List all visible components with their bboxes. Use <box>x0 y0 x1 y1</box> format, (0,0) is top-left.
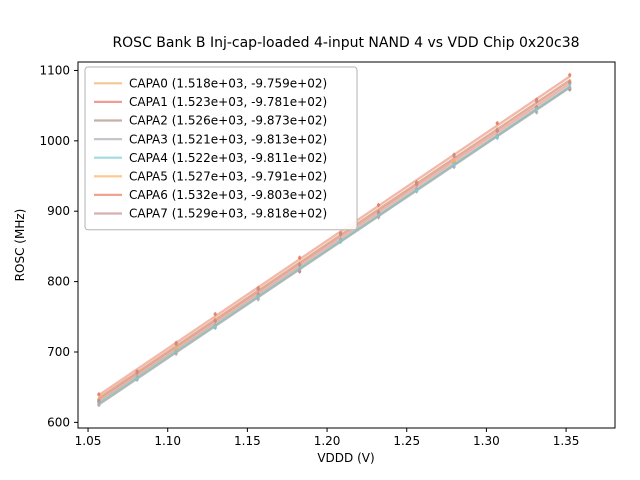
data-point-CAPA4 <box>415 189 419 193</box>
legend-label-CAPA4: CAPA4 (1.522e+03, -9.811e+02) <box>129 151 327 165</box>
data-point-CAPA5 <box>452 159 456 163</box>
data-point-CAPA4 <box>339 239 343 243</box>
x-tick-label: 1.30 <box>473 434 500 448</box>
data-point-CAPA3 <box>376 215 381 219</box>
x-axis-label: VDDD (V) <box>317 451 374 465</box>
y-tick-label: 700 <box>47 345 70 359</box>
data-point-CAPA3 <box>256 297 260 301</box>
data-point-CAPA7 <box>256 287 260 291</box>
data-point-CAPA7 <box>495 128 499 132</box>
data-point-CAPA4 <box>135 377 139 381</box>
x-tick-label: 1.25 <box>393 434 420 448</box>
data-point-CAPA4 <box>495 136 499 140</box>
data-point-CAPA7 <box>97 399 101 403</box>
y-tick-label: 600 <box>47 415 70 429</box>
data-point-CAPA7 <box>174 342 178 346</box>
data-point-CAPA3 <box>298 267 302 271</box>
x-tick-label: 1.05 <box>75 434 102 448</box>
fit-line-CAPA7 <box>97 79 571 400</box>
y-tick-label: 900 <box>47 204 70 218</box>
data-point-CAPA3 <box>535 110 539 114</box>
data-point-CAPA4 <box>174 348 178 352</box>
legend-box <box>84 66 358 231</box>
y-axis-label: ROSC (MHz) <box>13 209 27 282</box>
data-point-CAPA3 <box>97 403 101 407</box>
data-point-CAPA6 <box>495 121 499 125</box>
data-point-CAPA3 <box>568 86 572 90</box>
y-tick-label: 1000 <box>39 134 70 148</box>
legend-label-CAPA6: CAPA6 (1.532e+03, -9.803e+02) <box>129 188 327 202</box>
data-point-CAPA6 <box>97 392 101 396</box>
legend: CAPA0 (1.518e+03, -9.759e+02) CAPA1 (1.52… <box>84 66 358 231</box>
data-point-CAPA7 <box>298 262 302 266</box>
data-point-CAPA7 <box>376 210 381 214</box>
data-point-CAPA6 <box>568 73 572 77</box>
data-point-CAPA7 <box>213 319 217 323</box>
legend-label-CAPA2: CAPA2 (1.526e+03, -9.873e+02) <box>129 114 327 128</box>
x-tick-label: 1.10 <box>154 434 181 448</box>
data-point-CAPA7 <box>452 154 456 158</box>
legend-label-CAPA1: CAPA1 (1.523e+03, -9.781e+02) <box>129 95 327 109</box>
legend-label-CAPA3: CAPA3 (1.521e+03, -9.813e+02) <box>129 132 327 146</box>
data-point-CAPA7 <box>568 80 572 84</box>
data-point-CAPA4 <box>568 82 572 86</box>
data-point-CAPA6 <box>213 312 217 316</box>
data-point-CAPA6 <box>298 256 302 260</box>
data-point-CAPA4 <box>213 325 217 329</box>
x-tick-label: 1.20 <box>314 434 341 448</box>
data-point-CAPA4 <box>452 161 456 166</box>
plot-area: 1.05 1.10 1.15 1.20 1.25 1.30 1.35 600 700 800 900… <box>39 61 616 448</box>
y-tick-label: 1100 <box>39 63 70 77</box>
y-tick-label: 800 <box>47 275 70 289</box>
data-point-CAPA3 <box>452 165 456 169</box>
data-point-CAPA3 <box>174 352 178 356</box>
x-tick-label: 1.35 <box>553 434 580 448</box>
chart-title: ROSC Bank B Inj-cap-loaded 4-input NAND … <box>112 35 579 51</box>
data-point-CAPA6 <box>376 203 381 207</box>
x-tick-label: 1.15 <box>234 434 261 448</box>
data-point-CAPA2 <box>298 269 302 274</box>
data-point-CAPA4 <box>535 107 539 111</box>
data-point-CAPA4 <box>256 294 260 298</box>
legend-label-CAPA5: CAPA5 (1.527e+03, -9.791e+02) <box>129 170 327 184</box>
legend-label-CAPA0: CAPA0 (1.518e+03, -9.759e+02) <box>129 77 327 91</box>
data-point-CAPA7 <box>535 99 539 103</box>
data-point-CAPA7 <box>135 370 139 375</box>
axes-spines <box>77 61 616 429</box>
data-point-CAPA7 <box>339 232 343 236</box>
data-point-CAPA5 <box>174 346 178 350</box>
legend-label-CAPA7: CAPA7 (1.529e+03, -9.818e+02) <box>129 207 327 221</box>
data-point-CAPA7 <box>415 182 419 186</box>
